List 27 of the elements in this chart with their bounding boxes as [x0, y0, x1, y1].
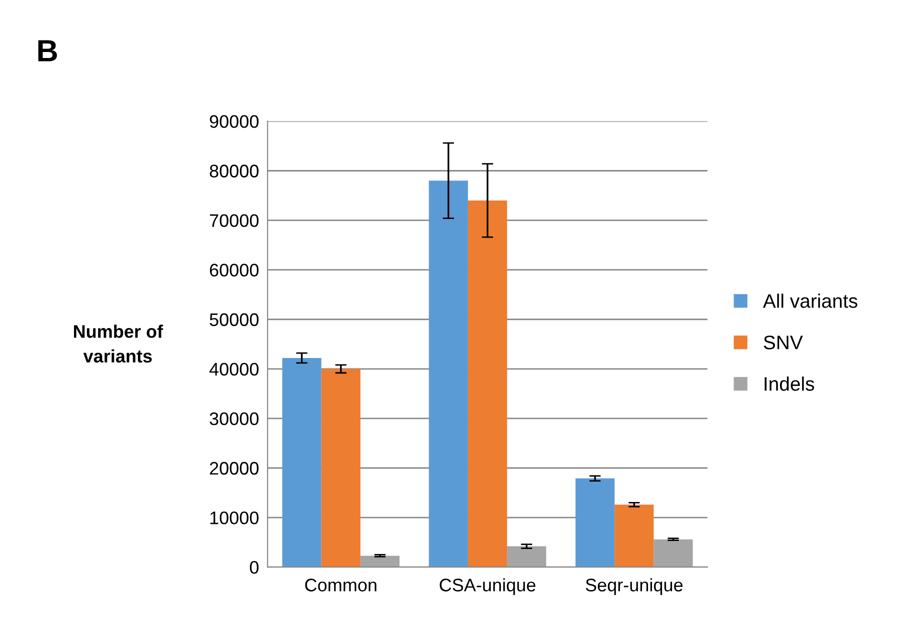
y-tick-label: 40000	[209, 362, 259, 376]
bar	[575, 478, 615, 568]
bar	[360, 556, 400, 568]
bar	[282, 358, 322, 568]
bar	[614, 504, 654, 568]
x-tick-label: Seqr-unique	[586, 578, 683, 596]
y-tick-label: 0	[250, 561, 259, 574]
legend-label: SNV	[764, 336, 803, 350]
y-tick-label: 90000	[210, 115, 259, 128]
y-tick-label: 10000	[210, 511, 259, 524]
chart-title: B	[38, 40, 57, 62]
bar	[654, 539, 693, 568]
x-tick-label: CSA-unique	[440, 578, 536, 596]
bar	[428, 180, 468, 568]
bar	[321, 368, 360, 568]
y-tick-label: 80000	[210, 164, 259, 178]
bar	[468, 200, 508, 568]
legend-label: Indels	[764, 376, 814, 391]
y-tick-label: 60000	[210, 264, 259, 277]
x-tick-label: Common	[305, 578, 376, 592]
bar	[507, 546, 546, 568]
y-axis-title: Number of variants	[74, 324, 164, 363]
legend-label: All variants	[762, 294, 858, 308]
y-tick-label: 20000	[210, 462, 259, 475]
y-tick-label: 30000	[210, 412, 259, 426]
y-tick-label: 50000	[210, 313, 259, 326]
y-tick-label: 70000	[210, 214, 259, 228]
